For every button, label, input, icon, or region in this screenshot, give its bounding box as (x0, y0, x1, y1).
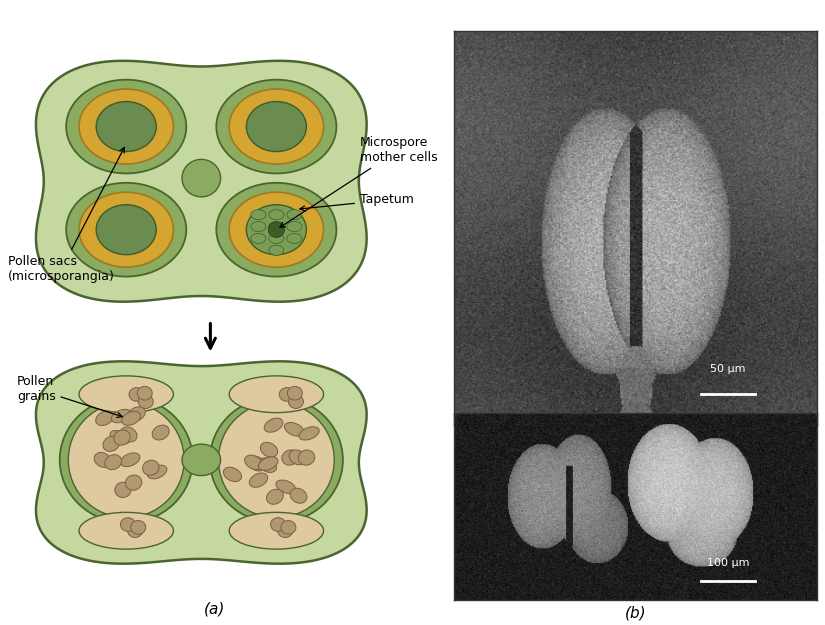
Ellipse shape (229, 376, 323, 413)
Ellipse shape (287, 221, 302, 231)
Ellipse shape (261, 442, 278, 457)
Ellipse shape (110, 431, 130, 444)
Ellipse shape (247, 205, 306, 255)
Ellipse shape (79, 376, 173, 413)
Ellipse shape (129, 388, 144, 401)
Ellipse shape (251, 210, 266, 219)
Ellipse shape (290, 488, 307, 503)
Ellipse shape (103, 436, 120, 451)
Polygon shape (36, 61, 366, 302)
Ellipse shape (224, 468, 242, 482)
Ellipse shape (128, 524, 143, 538)
Text: Microspore
mother cells: Microspore mother cells (280, 136, 437, 228)
Ellipse shape (266, 489, 283, 504)
Ellipse shape (247, 101, 306, 151)
Ellipse shape (229, 192, 323, 268)
Ellipse shape (111, 409, 131, 422)
Ellipse shape (120, 453, 140, 467)
Ellipse shape (79, 192, 173, 268)
Ellipse shape (139, 395, 153, 409)
Ellipse shape (79, 512, 173, 549)
Ellipse shape (114, 430, 130, 445)
Ellipse shape (125, 475, 142, 490)
Ellipse shape (66, 79, 186, 173)
Text: (b): (b) (625, 605, 646, 620)
Ellipse shape (120, 518, 135, 531)
Ellipse shape (299, 427, 319, 440)
Text: 100 μm: 100 μm (706, 558, 749, 568)
Ellipse shape (120, 427, 137, 442)
Ellipse shape (269, 233, 284, 243)
Ellipse shape (115, 482, 131, 498)
Ellipse shape (245, 455, 262, 469)
Ellipse shape (269, 221, 284, 231)
Ellipse shape (258, 457, 278, 471)
Polygon shape (36, 361, 366, 564)
Ellipse shape (210, 397, 343, 523)
Ellipse shape (299, 450, 315, 465)
Ellipse shape (269, 245, 284, 255)
Ellipse shape (271, 518, 285, 531)
Ellipse shape (282, 450, 299, 465)
Ellipse shape (287, 233, 302, 243)
Ellipse shape (66, 182, 186, 276)
Ellipse shape (280, 521, 296, 534)
Ellipse shape (259, 458, 276, 472)
Ellipse shape (94, 452, 111, 468)
Text: Pollen
grains: Pollen grains (16, 375, 122, 418)
Ellipse shape (287, 210, 302, 219)
Text: Tapetum: Tapetum (299, 194, 414, 211)
Ellipse shape (68, 402, 184, 518)
Text: Pollen sacs
(microsporangia): Pollen sacs (microsporangia) (8, 148, 125, 282)
Ellipse shape (122, 411, 140, 426)
Ellipse shape (216, 182, 337, 276)
Ellipse shape (229, 89, 323, 164)
Ellipse shape (251, 233, 266, 243)
Ellipse shape (264, 418, 283, 432)
Ellipse shape (269, 210, 284, 219)
Ellipse shape (279, 388, 295, 401)
Ellipse shape (143, 460, 159, 476)
Ellipse shape (105, 454, 121, 470)
Text: 50 μm: 50 μm (710, 364, 746, 374)
Ellipse shape (182, 159, 220, 197)
Ellipse shape (248, 456, 266, 471)
Ellipse shape (219, 402, 334, 518)
Ellipse shape (148, 465, 167, 479)
Ellipse shape (249, 473, 267, 488)
Ellipse shape (97, 205, 156, 255)
Ellipse shape (59, 397, 193, 523)
Ellipse shape (285, 422, 304, 436)
Ellipse shape (137, 386, 153, 400)
Ellipse shape (152, 425, 169, 440)
Ellipse shape (276, 480, 295, 494)
Text: (a): (a) (204, 602, 225, 617)
Ellipse shape (96, 411, 114, 426)
Ellipse shape (128, 407, 145, 421)
Ellipse shape (130, 521, 146, 534)
Ellipse shape (79, 89, 173, 164)
Ellipse shape (97, 101, 156, 151)
Ellipse shape (216, 79, 337, 173)
Ellipse shape (287, 386, 303, 400)
Ellipse shape (229, 512, 323, 549)
Ellipse shape (290, 450, 306, 465)
Ellipse shape (289, 395, 304, 409)
Ellipse shape (268, 222, 285, 238)
Ellipse shape (251, 221, 266, 231)
Ellipse shape (278, 524, 293, 538)
Ellipse shape (182, 444, 220, 476)
